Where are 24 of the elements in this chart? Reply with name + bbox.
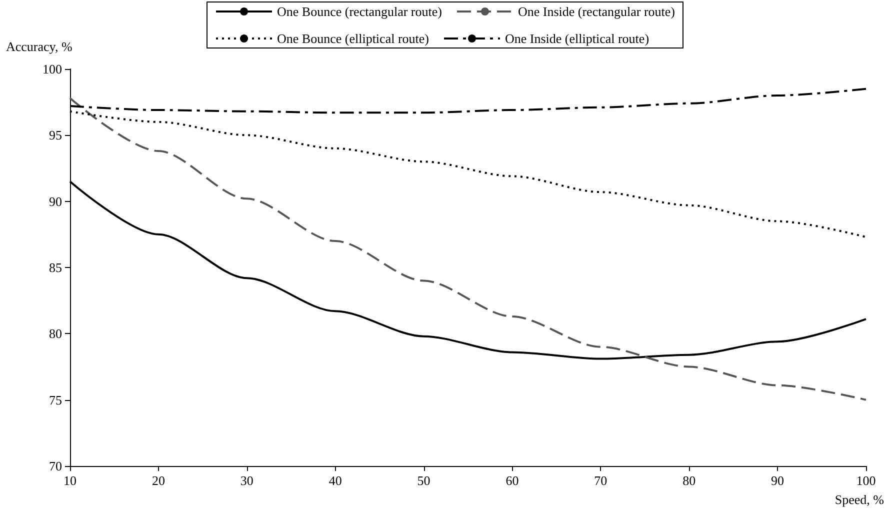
x-tick-label: 30 — [240, 473, 254, 488]
y-tick-label: 70 — [49, 458, 62, 474]
x-tick-label: 20 — [152, 473, 165, 488]
y-axis-title: Accuracy, % — [6, 39, 72, 54]
y-tick-label: 100 — [42, 62, 62, 76]
x-tick-label: 50 — [417, 473, 430, 488]
x-tick-label: 70 — [594, 473, 608, 488]
legend-label: One Bounce (rectangular route) — [277, 4, 442, 19]
x-tick-label: 40 — [328, 473, 342, 488]
y-tick-label: 90 — [49, 194, 62, 209]
y-tick-label: 85 — [49, 260, 62, 275]
line-series — [69, 97, 867, 401]
y-tick-label: 95 — [49, 128, 62, 143]
x-tick-label: 60 — [506, 473, 519, 488]
x-axis-title: Speed, % — [834, 492, 884, 507]
x-tick-label: 100 — [856, 473, 876, 488]
y-tick-label: 75 — [49, 392, 62, 408]
legend-label: One Inside (rectangular route) — [518, 4, 675, 19]
x-tick-label: 90 — [771, 473, 784, 488]
legend-label: One Bounce (elliptical route) — [277, 31, 430, 46]
x-tick-label: 10 — [64, 473, 76, 488]
y-tick-label: 80 — [49, 326, 62, 342]
x-tick-label: 80 — [682, 473, 696, 488]
legend-label: One Inside (elliptical route) — [504, 31, 650, 46]
